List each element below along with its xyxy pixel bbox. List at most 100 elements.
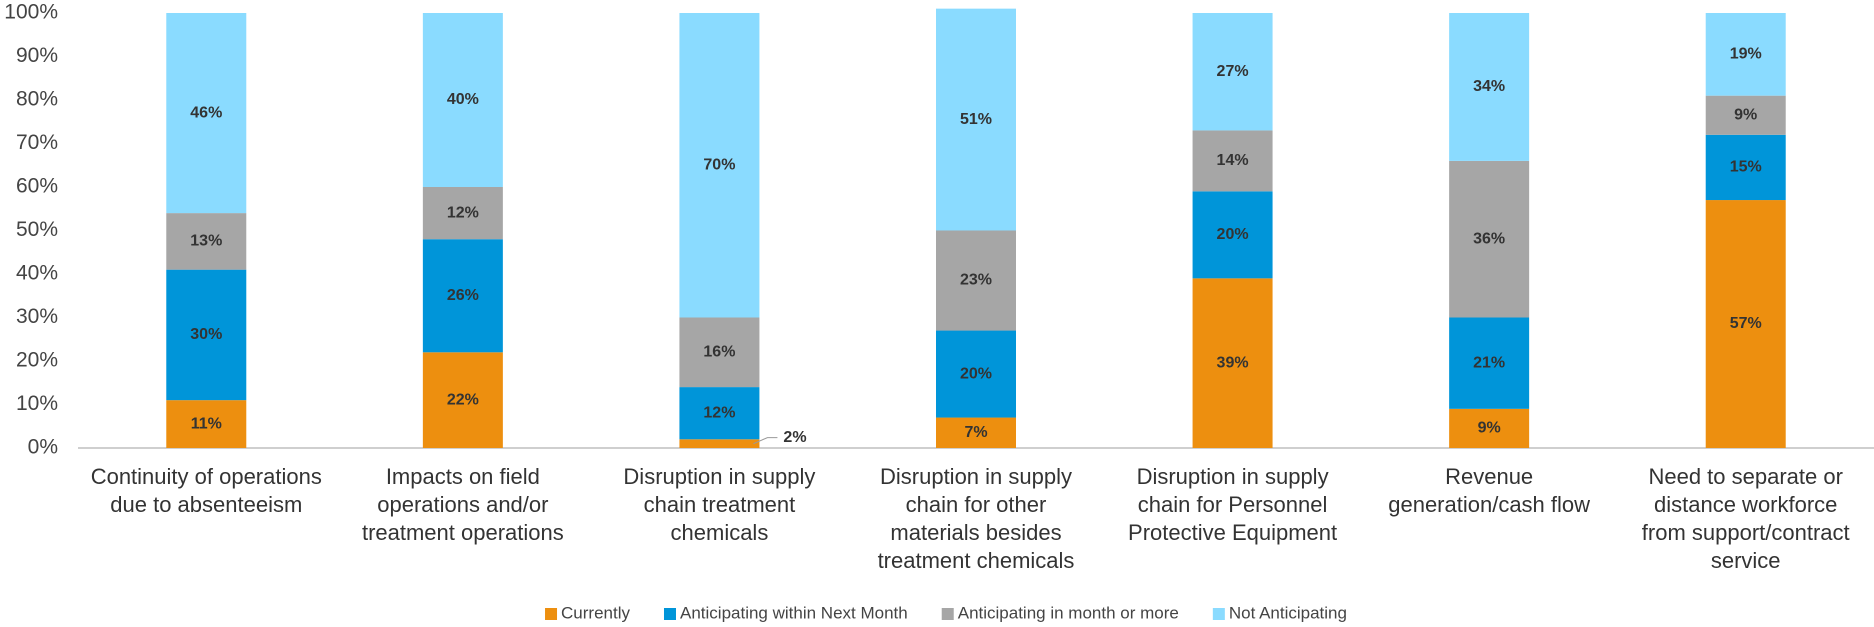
data-label: 12% — [447, 204, 479, 221]
data-label: 2% — [783, 429, 806, 446]
y-tick-label: 50% — [16, 218, 58, 241]
y-tick-label: 90% — [16, 44, 58, 67]
bar-segment — [1705, 134, 1786, 201]
data-label: 57% — [1730, 315, 1762, 332]
x-tick-label-line: Protective Equipment — [1128, 520, 1337, 545]
y-tick-label: 100% — [4, 1, 58, 24]
x-tick-label-line: distance workforce — [1654, 492, 1837, 517]
bar-segment — [1192, 130, 1273, 192]
data-label: 12% — [703, 404, 735, 421]
legend: Currently Anticipating within Next Month A… — [545, 603, 1347, 622]
bar-segment — [166, 13, 247, 214]
legend-swatch — [1212, 608, 1225, 620]
x-tick-label-line: operations and/or — [377, 492, 548, 517]
data-label: 40% — [447, 91, 479, 108]
x-tick-label-line: service — [1711, 548, 1781, 573]
data-label: 30% — [190, 326, 222, 343]
bar-segment — [1192, 191, 1273, 279]
bar-segment — [679, 387, 760, 440]
data-label: 9% — [1734, 106, 1757, 123]
x-tick-label-line: Disruption in supply — [623, 464, 815, 489]
x-tick-label-line: Impacts on field — [386, 464, 540, 489]
bar-segment — [422, 352, 503, 448]
x-tick-label-line: Continuity of operations — [91, 464, 322, 489]
bar-segment — [1449, 408, 1530, 448]
bar-segment — [1449, 160, 1530, 318]
legend-swatch — [941, 608, 954, 620]
x-tick-label-line: chain treatment — [644, 492, 796, 517]
data-label: 13% — [190, 233, 222, 250]
data-label: 21% — [1473, 354, 1505, 371]
x-tick-label: Disruption in supply chain treatment chemi… — [623, 464, 815, 545]
x-tick-label: Disruption in supply chain for other mater… — [878, 464, 1075, 573]
bar-segment — [936, 417, 1016, 448]
data-label: 22% — [447, 391, 479, 408]
y-tick-label: 80% — [16, 88, 58, 111]
data-label: 9% — [1478, 420, 1501, 437]
y-tick-label: 30% — [16, 305, 58, 328]
bar-segment — [166, 269, 247, 401]
bar-segment — [1192, 278, 1273, 448]
data-label: 20% — [1217, 226, 1249, 243]
x-tick-label: Need to separate or distance workforce fro… — [1642, 464, 1850, 573]
y-tick-label: 10% — [16, 392, 58, 415]
data-label: 51% — [960, 111, 992, 128]
bar-segment — [1705, 200, 1786, 448]
data-label: 16% — [703, 344, 735, 361]
bar-segment — [1449, 13, 1530, 161]
y-tick-label: 40% — [16, 262, 58, 285]
data-label: 70% — [703, 156, 735, 173]
bar-segment — [422, 239, 503, 353]
bar-segment — [1192, 13, 1273, 131]
x-tick-label-line: chain for other — [906, 492, 1047, 517]
x-tick-label-line: chemicals — [671, 520, 769, 545]
x-tick-label-line: treatment operations — [362, 520, 564, 545]
legend-swatch — [545, 608, 558, 620]
data-label: 7% — [964, 424, 987, 441]
data-label: 39% — [1217, 354, 1249, 371]
x-tick-label-line: materials besides — [890, 520, 1061, 545]
data-label: 27% — [1217, 63, 1249, 80]
x-tick-label-line: Disruption in supply — [1137, 464, 1329, 489]
data-label: 19% — [1730, 46, 1762, 63]
bar-segment — [422, 13, 503, 187]
legend-swatch — [663, 608, 676, 620]
y-tick-label: 20% — [16, 349, 58, 372]
bar-segment — [166, 400, 247, 448]
x-tick-label: Disruption in supply chain for Personnel P… — [1128, 464, 1337, 545]
x-tick-label-line: Disruption in supply — [880, 464, 1072, 489]
x-tick-label-line: Revenue — [1445, 464, 1533, 489]
data-label: 36% — [1473, 230, 1505, 247]
bar-segment — [679, 317, 760, 388]
y-tick-label: 70% — [16, 131, 58, 154]
leader-line — [753, 437, 778, 445]
legend-label: Not Anticipating — [1229, 603, 1347, 622]
bar-segment — [422, 187, 503, 240]
x-tick-label-line: generation/cash flow — [1388, 492, 1590, 517]
x-tick-label: Revenue generation/cash flow — [1388, 464, 1590, 517]
data-label: 23% — [960, 272, 992, 289]
data-label: 20% — [960, 365, 992, 382]
data-label: 14% — [1217, 152, 1249, 169]
x-tick-label: Impacts on field operations and/or treatme… — [362, 464, 564, 545]
bar-segment — [936, 8, 1016, 231]
legend-label: Anticipating in month or more — [958, 603, 1179, 622]
bar-segment — [1449, 317, 1530, 409]
legend-label: Currently — [561, 603, 630, 622]
y-tick-label: 60% — [16, 175, 58, 198]
data-label: 26% — [447, 287, 479, 304]
x-tick-label-line: due to absenteeism — [110, 492, 302, 517]
x-tick-label-line: from support/contract — [1642, 520, 1850, 545]
legend-label: Anticipating within Next Month — [680, 603, 908, 622]
data-label: 46% — [190, 104, 222, 121]
bar-segment — [679, 13, 760, 318]
x-tick-label-line: chain for Personnel — [1138, 492, 1328, 517]
bar-segment — [679, 439, 760, 448]
bar-segment — [936, 230, 1016, 331]
data-label: 15% — [1730, 159, 1762, 176]
x-tick-label: Continuity of operations due to absenteei… — [91, 464, 322, 517]
data-label: 34% — [1473, 78, 1505, 95]
x-tick-label-line: treatment chemicals — [878, 548, 1075, 573]
bar-segment — [1705, 95, 1786, 135]
